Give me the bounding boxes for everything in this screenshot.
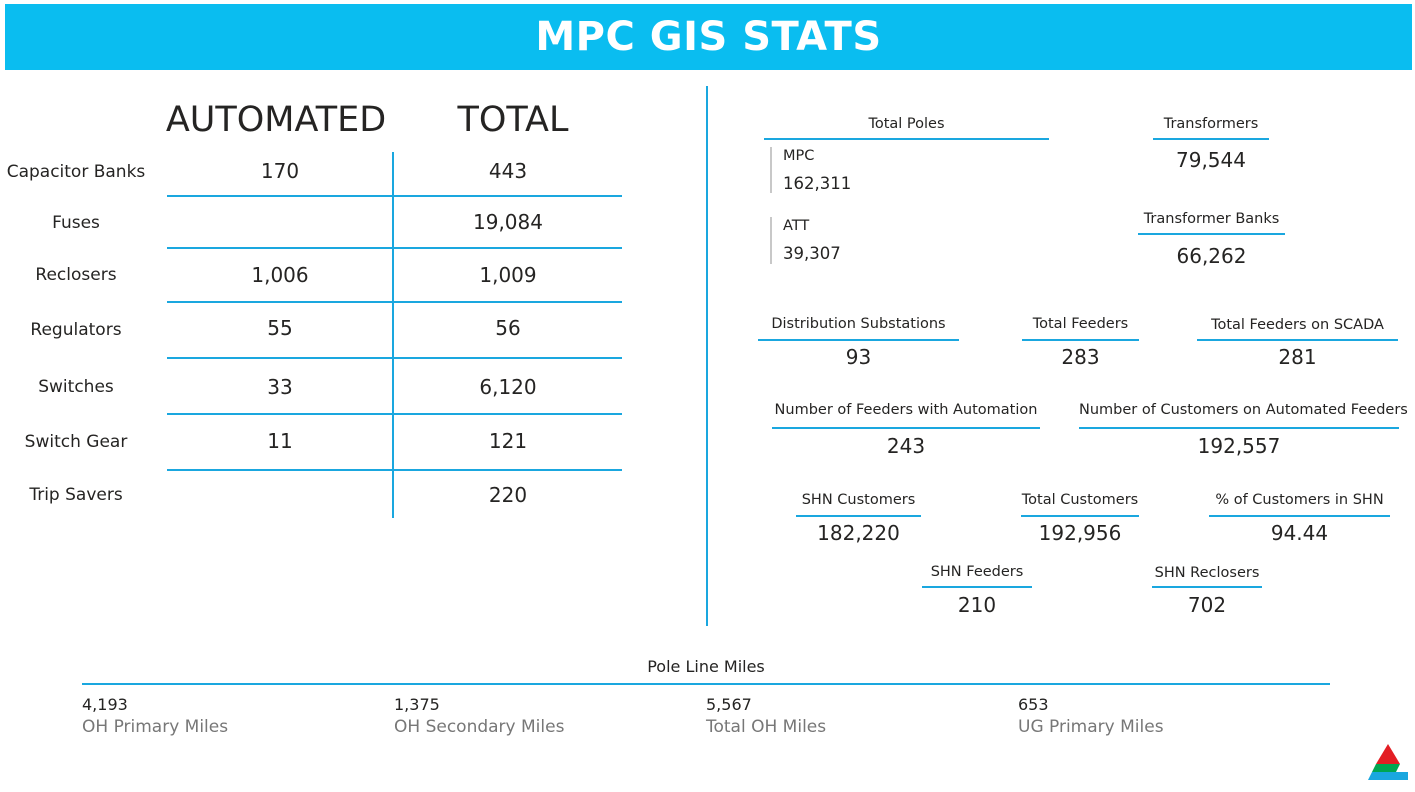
mpc-label: MPC <box>783 148 815 164</box>
cell-total: 6,120 <box>479 375 537 399</box>
row-label-fuses: Fuses <box>52 213 100 233</box>
feeders-automation-value: 243 <box>886 434 926 458</box>
cell-total: 56 <box>495 316 521 340</box>
transformer-banks-value: 66,262 <box>1176 244 1247 268</box>
cell-total: 1,009 <box>479 263 537 287</box>
pct-shn-label: % of Customers in SHN <box>1215 492 1384 508</box>
cell-automated: 11 <box>267 429 293 453</box>
pole-line-miles-title: Pole Line Miles <box>647 657 765 676</box>
column-header-automated: AUTOMATED <box>165 100 387 140</box>
feeders-scada-value: 281 <box>1278 345 1317 369</box>
table-column-divider <box>392 152 394 518</box>
card-underline <box>1209 515 1390 517</box>
total-customers-value: 192,956 <box>1038 521 1122 545</box>
column-header-total: TOTAL <box>457 100 569 140</box>
pole-line-miles-underline <box>82 683 1330 685</box>
ug-primary-miles-value: 653 <box>1018 695 1049 714</box>
row-divider <box>167 357 622 359</box>
shn-feeders-value: 210 <box>957 593 997 617</box>
card-underline <box>764 138 1049 140</box>
shn-customers-value: 182,220 <box>817 521 900 545</box>
ug-primary-miles-label: UG Primary Miles <box>1018 717 1164 737</box>
card-underline <box>772 427 1040 429</box>
cell-automated: 1,006 <box>251 263 309 287</box>
section-divider <box>706 86 708 626</box>
row-divider <box>167 413 622 415</box>
cell-automated: 170 <box>260 159 300 183</box>
shn-reclosers-value: 702 <box>1187 593 1227 617</box>
oh-primary-miles-value: 4,193 <box>82 695 128 714</box>
card-underline <box>1022 339 1139 341</box>
row-label-switch-gear: Switch Gear <box>24 432 128 452</box>
row-divider <box>167 469 622 471</box>
cell-automated: 33 <box>267 375 293 399</box>
shn-reclosers-label: SHN Reclosers <box>1154 565 1260 581</box>
cell-automated: 55 <box>267 316 293 340</box>
total-oh-miles-value: 5,567 <box>706 695 752 714</box>
customers-automated-value: 192,557 <box>1197 434 1281 458</box>
total-poles-label: Total Poles <box>868 116 945 132</box>
att-value: 39,307 <box>783 244 841 263</box>
card-underline <box>1197 339 1398 341</box>
distribution-substations-value: 93 <box>845 345 872 369</box>
card-underline <box>1138 233 1285 235</box>
att-label: ATT <box>783 218 810 234</box>
cell-total: 220 <box>488 483 528 507</box>
card-underline <box>796 515 921 517</box>
oh-secondary-miles-label: OH Secondary Miles <box>394 717 565 737</box>
shn-customers-label: SHN Customers <box>801 492 916 508</box>
transformer-banks-label: Transformer Banks <box>1143 211 1280 227</box>
company-triangle-logo-icon <box>1366 742 1410 782</box>
mpc-accent-bar <box>770 147 772 193</box>
row-label-trip-savers: Trip Savers <box>29 485 123 505</box>
cell-total: 19,084 <box>473 210 543 234</box>
row-label-reclosers: Reclosers <box>35 265 117 285</box>
total-feeders-value: 283 <box>1061 345 1100 369</box>
row-label-capacitor-banks: Capacitor Banks <box>6 162 146 182</box>
oh-secondary-miles-value: 1,375 <box>394 695 440 714</box>
total-feeders-label: Total Feeders <box>1032 316 1129 332</box>
total-customers-label: Total Customers <box>1021 492 1139 508</box>
header-banner: MPC GIS STATS <box>5 4 1412 70</box>
distribution-substations-label: Distribution Substations <box>771 316 946 332</box>
transformers-value: 79,544 <box>1176 148 1246 172</box>
row-divider <box>167 195 622 197</box>
page-title: MPC GIS STATS <box>535 14 882 60</box>
cell-total: 443 <box>488 159 528 183</box>
card-underline <box>1021 515 1139 517</box>
card-underline <box>1153 138 1269 140</box>
row-label-switches: Switches <box>38 377 114 397</box>
cell-total: 121 <box>488 429 528 453</box>
customers-automated-label: Number of Customers on Automated Feeders <box>1079 402 1408 418</box>
mpc-value: 162,311 <box>783 174 852 193</box>
card-underline <box>1152 586 1262 588</box>
card-underline <box>922 586 1032 588</box>
transformers-label: Transformers <box>1163 116 1259 132</box>
feeders-scada-label: Total Feeders on SCADA <box>1211 317 1384 333</box>
att-accent-bar <box>770 217 772 264</box>
feeders-automation-label: Number of Feeders with Automation <box>774 402 1038 418</box>
pct-shn-value: 94.44 <box>1270 521 1329 545</box>
oh-primary-miles-label: OH Primary Miles <box>82 717 229 737</box>
total-oh-miles-label: Total OH Miles <box>706 717 827 737</box>
shn-feeders-label: SHN Feeders <box>930 564 1024 580</box>
card-underline <box>758 339 959 341</box>
row-divider <box>167 301 622 303</box>
row-label-regulators: Regulators <box>30 320 122 340</box>
row-divider <box>167 247 622 249</box>
card-underline <box>1079 427 1399 429</box>
